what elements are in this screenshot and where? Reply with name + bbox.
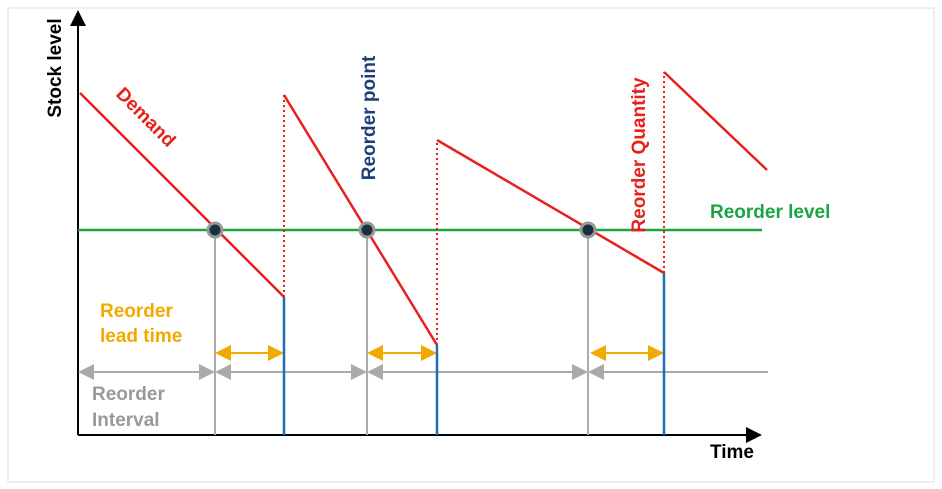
replenishment-lines	[283, 72, 665, 345]
demand-lines	[79, 71, 768, 346]
arrival-lines	[282, 273, 666, 435]
reorder-quantity-label: Reorder Quantity	[629, 77, 650, 233]
reorder-verticals	[214, 230, 589, 435]
y-label: Stock level	[45, 18, 66, 117]
interval-label: Reorder	[92, 384, 165, 405]
lead-time-label: Reorder	[100, 301, 173, 322]
reorder-points	[206, 221, 597, 239]
x-label: Time	[710, 442, 754, 463]
reorder-level-label: Reorder level	[710, 202, 830, 223]
lead-time-label: lead time	[100, 326, 182, 347]
interval-label: Interval	[92, 410, 160, 431]
reorder-point-label: Reorder point	[359, 55, 380, 180]
frame	[7, 7, 935, 483]
demand-label: Demand	[111, 84, 179, 152]
